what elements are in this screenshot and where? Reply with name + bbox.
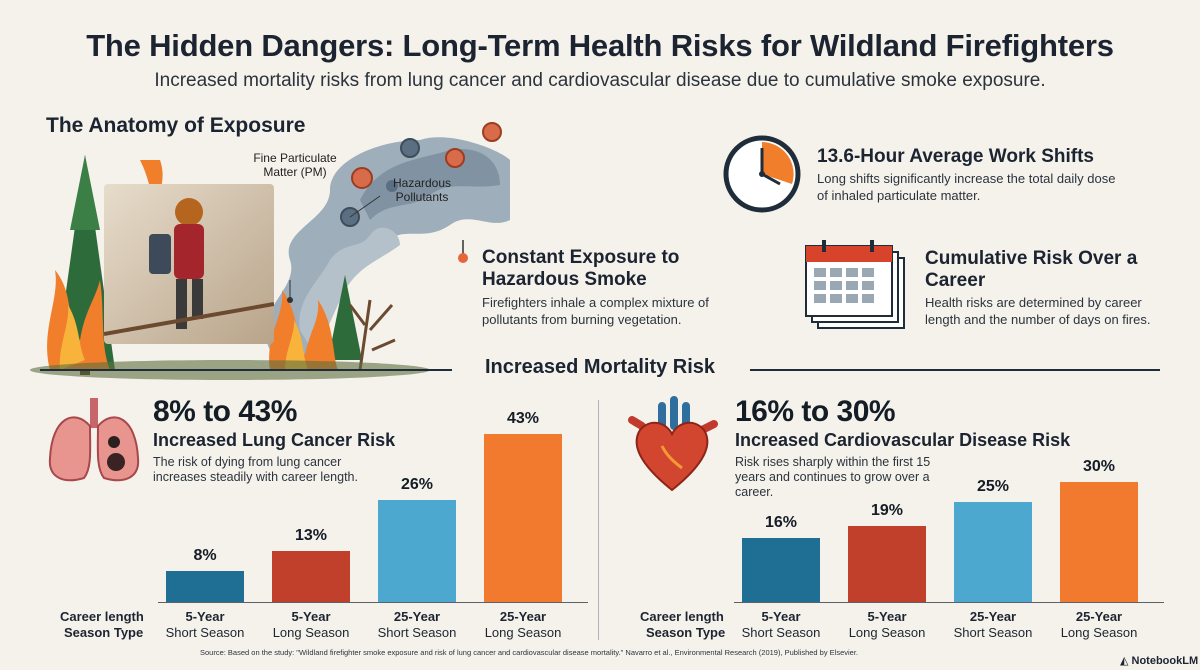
axis-header-season-left: Season Type: [64, 625, 144, 640]
source-citation: Source: Based on the study: "Wildland fi…: [200, 648, 859, 657]
pollutant-particles-icon: [340, 122, 502, 227]
x-tick-label: 25-Year Long Season: [1049, 609, 1149, 641]
lungs-icon: [48, 398, 140, 482]
firefighter-photo: [104, 184, 274, 344]
season-type-label: Long Season: [848, 625, 926, 640]
bar-value-label: 43%: [506, 410, 540, 427]
bar-value-label: 30%: [1082, 458, 1116, 475]
clock-icon: [723, 135, 801, 213]
axis-header-career-left: Career length: [60, 609, 144, 624]
bar-4: [1060, 482, 1138, 602]
career-length-label: 25-Year: [1075, 609, 1123, 624]
bar-value-label: 16%: [764, 514, 798, 531]
lung-range: 8% to 43%: [153, 395, 297, 428]
career-length-label: 5-Year: [185, 609, 225, 624]
x-tick-label: 5-Year Short Season: [731, 609, 831, 641]
bar-1: [166, 570, 244, 602]
career-length-label: 5-Year: [761, 609, 801, 624]
season-type-label: Short Season: [377, 625, 457, 640]
pm-label: Fine Particulate Matter (PM): [253, 151, 337, 179]
season-type-label: Short Season: [165, 625, 245, 640]
season-type-label: Short Season: [953, 625, 1033, 640]
bar-1: [742, 538, 820, 602]
career-length-label: 25-Year: [499, 609, 547, 624]
exposure-text: Firefighters inhale a complex mixture of…: [482, 295, 709, 327]
bar-4: [484, 434, 562, 602]
bar-2: [272, 551, 350, 602]
x-tick-label: 5-Year Short Season: [155, 609, 255, 641]
bar-value-label: 19%: [870, 502, 904, 519]
section-rule-left: [40, 369, 452, 371]
smoke-fire-illustration: [30, 122, 510, 380]
brand-text: NotebookLM: [1131, 655, 1199, 667]
career-length-label: 5-Year: [291, 609, 331, 624]
x-tick-label: 25-Year Short Season: [367, 609, 467, 641]
axis-header-season-right: Season Type: [646, 625, 726, 640]
bar-3: [954, 502, 1032, 602]
cardio-description: Risk rises sharply within the first 15 y…: [735, 455, 931, 499]
bar-3: [378, 500, 456, 602]
calendar-icon: [805, 240, 905, 329]
shift-text: Long shifts significantly increase the t…: [817, 171, 1116, 203]
season-type-label: Long Season: [484, 625, 562, 640]
section-rule-right: [750, 369, 1160, 371]
section-heading: Increased Mortality Risk: [484, 356, 716, 378]
career-title: Cumulative Risk Over a Career: [925, 248, 1138, 291]
cardio-title: Increased Cardiovascular Disease Risk: [735, 430, 1071, 450]
x-tick-label: 5-Year Long Season: [837, 609, 937, 641]
x-tick-label: 25-Year Short Season: [943, 609, 1043, 641]
cardio-range: 16% to 30%: [735, 395, 896, 428]
career-length-label: 25-Year: [393, 609, 441, 624]
chart-baseline: [158, 602, 588, 603]
bar-2: [848, 526, 926, 602]
season-type-label: Long Season: [1060, 625, 1138, 640]
bar-value-label: 13%: [294, 527, 328, 545]
page-subtitle: Increased mortality risks from lung canc…: [154, 70, 1046, 91]
brand-label: ◭ NotebookLM: [1120, 654, 1198, 667]
hazard-label: Hazardous Pollutants: [392, 176, 452, 204]
career-text: Health risks are determined by career le…: [925, 295, 1151, 327]
shift-title: 13.6-Hour Average Work Shifts: [817, 146, 1094, 167]
heart-icon: [628, 396, 718, 492]
chart-baseline: [734, 602, 1164, 603]
bar-value-label: 25%: [976, 478, 1010, 495]
anatomy-heading: The Anatomy of Exposure: [46, 114, 306, 137]
career-length-label: 25-Year: [969, 609, 1017, 624]
x-tick-label: 5-Year Long Season: [261, 609, 361, 641]
x-tick-label: 25-Year Long Season: [473, 609, 573, 641]
page-title: The Hidden Dangers: Long-Term Health Ris…: [86, 28, 1114, 63]
axis-header-career-right: Career length: [640, 609, 724, 624]
bar-value-label: 26%: [400, 476, 434, 494]
season-type-label: Short Season: [741, 625, 821, 640]
lung-title: Increased Lung Cancer Risk: [153, 430, 396, 450]
season-type-label: Long Season: [272, 625, 350, 640]
panel-divider: [598, 400, 599, 640]
career-length-label: 5-Year: [867, 609, 907, 624]
bar-value-label: 8%: [193, 546, 217, 564]
notebooklm-logo-icon: ◭: [1120, 655, 1132, 667]
exposure-title: Constant Exposure to Hazardous Smoke: [482, 247, 680, 290]
lung-description: The risk of dying from lung cancer incre…: [153, 455, 358, 484]
